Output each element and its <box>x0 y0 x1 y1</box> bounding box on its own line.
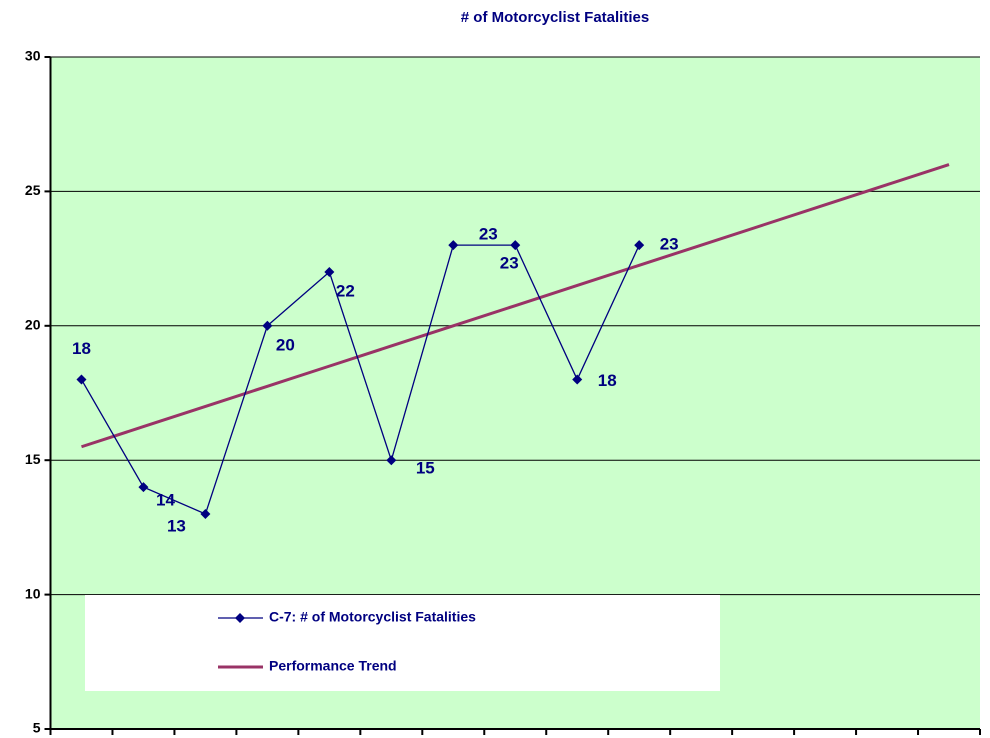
trend-line <box>81 163 950 449</box>
data-label: 22 <box>336 282 355 301</box>
y-tick-label: 10 <box>25 585 41 601</box>
legend-label: C-7: # of Motorcyclist Fatalities <box>269 609 476 625</box>
marker <box>572 374 583 385</box>
marker <box>510 240 521 251</box>
data-label: 13 <box>167 516 186 535</box>
marker <box>386 455 397 466</box>
data-label: 18 <box>598 371 617 390</box>
marker <box>138 482 149 493</box>
marker <box>448 240 459 251</box>
data-label: 20 <box>276 335 295 354</box>
y-tick-label: 5 <box>33 720 41 736</box>
marker <box>324 267 335 278</box>
data-label: 18 <box>72 339 91 358</box>
marker <box>76 374 87 385</box>
y-tick-label: 15 <box>25 451 41 467</box>
marker <box>262 320 273 331</box>
marker <box>634 240 645 251</box>
data-line <box>80 244 640 515</box>
data-label: 23 <box>660 235 679 254</box>
chart-title: # of Motorcyclist Fatalities <box>461 9 649 26</box>
marker <box>200 508 211 519</box>
data-label: 23 <box>479 225 498 244</box>
legend-marker <box>235 613 245 623</box>
data-label: 15 <box>416 459 435 478</box>
y-tick-label: 20 <box>25 317 41 333</box>
y-tick-label: 25 <box>25 182 41 198</box>
legend-box <box>85 595 720 691</box>
data-label: 14 <box>156 491 175 510</box>
data-label: 23 <box>500 254 519 273</box>
legend-label: Performance Trend <box>269 658 397 674</box>
y-tick-label: 30 <box>25 48 41 64</box>
